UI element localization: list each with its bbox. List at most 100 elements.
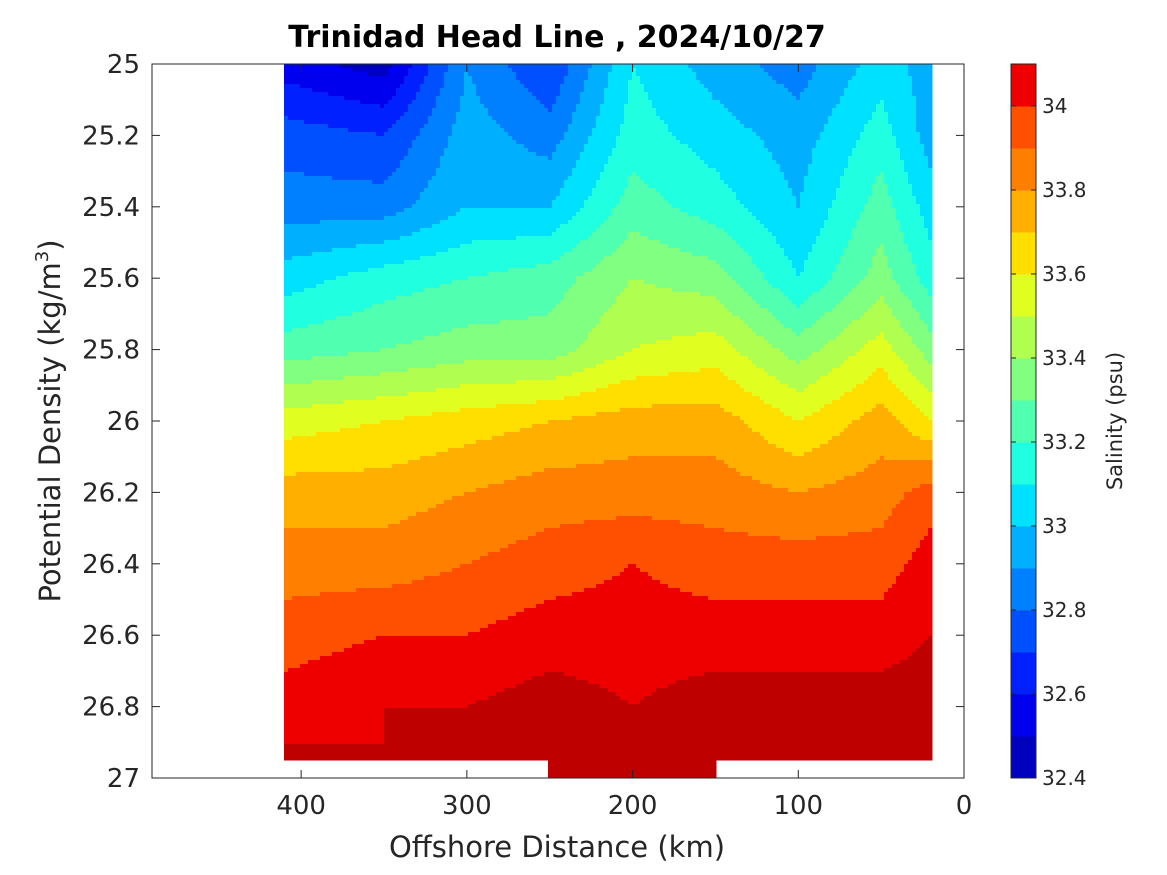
salinity-cell — [728, 92, 733, 97]
salinity-cell — [812, 136, 817, 141]
salinity-cell — [792, 124, 797, 129]
salinity-cell — [884, 164, 889, 169]
salinity-cell — [332, 100, 337, 105]
salinity-cell — [448, 96, 453, 101]
salinity-cell — [548, 116, 553, 121]
salinity-cell — [360, 148, 365, 153]
salinity-cell — [432, 148, 437, 153]
salinity-cell — [580, 76, 585, 81]
salinity-cell — [408, 180, 413, 185]
salinity-cell — [488, 64, 493, 69]
salinity-cell — [904, 140, 909, 145]
salinity-cell — [548, 72, 553, 77]
salinity-cell — [900, 92, 905, 97]
salinity-cell — [692, 72, 697, 77]
salinity-cell — [392, 156, 397, 161]
salinity-cell — [484, 96, 489, 101]
salinity-cell — [324, 68, 329, 73]
salinity-cell — [668, 100, 673, 105]
salinity-cell — [420, 120, 425, 125]
salinity-cell — [696, 92, 701, 97]
salinity-cell — [912, 132, 917, 137]
salinity-cell — [884, 124, 889, 129]
salinity-cell — [788, 152, 793, 157]
salinity-cell — [304, 116, 309, 121]
salinity-cell — [584, 128, 589, 133]
salinity-cell — [520, 120, 525, 125]
salinity-cell — [784, 92, 789, 97]
salinity-cell — [852, 116, 857, 121]
salinity-cell — [872, 112, 877, 117]
salinity-cell — [812, 120, 817, 125]
salinity-cell — [440, 172, 445, 177]
salinity-cell — [312, 180, 317, 185]
salinity-cell — [520, 144, 525, 149]
salinity-cell — [928, 68, 933, 73]
salinity-cell — [864, 68, 869, 73]
salinity-cell — [304, 108, 309, 113]
salinity-cell — [620, 100, 625, 105]
salinity-cell — [608, 96, 613, 101]
salinity-cell — [536, 140, 541, 145]
salinity-cell — [576, 76, 581, 81]
salinity-cell — [856, 120, 861, 125]
salinity-cell — [768, 152, 773, 157]
salinity-cell — [380, 180, 385, 185]
salinity-cell — [284, 140, 289, 145]
salinity-cell — [580, 140, 585, 145]
salinity-cell — [412, 164, 417, 169]
salinity-cell — [396, 84, 401, 89]
salinity-cell — [408, 112, 413, 117]
salinity-cell — [460, 104, 465, 109]
salinity-cell — [524, 80, 529, 85]
salinity-cell — [504, 68, 509, 73]
salinity-cell — [860, 104, 865, 109]
salinity-cell — [692, 124, 697, 129]
salinity-cell — [592, 84, 597, 89]
salinity-cell — [420, 128, 425, 133]
salinity-cell — [440, 160, 445, 165]
salinity-cell — [584, 168, 589, 173]
salinity-cell — [616, 116, 621, 121]
salinity-cell — [372, 140, 377, 145]
salinity-cell — [360, 68, 365, 73]
salinity-cell — [576, 72, 581, 77]
salinity-cell — [780, 112, 785, 117]
salinity-cell — [284, 124, 289, 129]
salinity-cell — [328, 152, 333, 157]
salinity-cell — [780, 172, 785, 177]
salinity-cell — [744, 64, 749, 69]
salinity-cell — [684, 64, 689, 69]
salinity-cell — [688, 140, 693, 145]
salinity-cell — [356, 120, 361, 125]
salinity-cell — [800, 184, 805, 189]
salinity-cell — [344, 68, 349, 73]
salinity-cell — [384, 132, 389, 137]
salinity-cell — [556, 64, 561, 69]
salinity-cell — [748, 152, 753, 157]
salinity-cell — [484, 124, 489, 129]
salinity-cell — [360, 176, 365, 181]
salinity-cell — [368, 72, 373, 77]
salinity-cell — [308, 184, 313, 189]
salinity-cell — [772, 176, 777, 181]
salinity-cell — [316, 136, 321, 141]
salinity-cell — [440, 148, 445, 153]
salinity-cell — [904, 112, 909, 117]
salinity-cell — [468, 88, 473, 93]
salinity-cell — [576, 176, 581, 181]
salinity-cell — [884, 100, 889, 105]
salinity-cell — [676, 104, 681, 109]
salinity-cell — [572, 64, 577, 69]
salinity-cell — [360, 80, 365, 85]
salinity-cell — [816, 132, 821, 137]
salinity-cell — [784, 176, 789, 181]
salinity-cell — [744, 100, 749, 105]
salinity-cell — [420, 112, 425, 117]
salinity-cell — [924, 76, 929, 81]
salinity-cell — [524, 120, 529, 125]
salinity-cell — [588, 128, 593, 133]
salinity-cell — [808, 104, 813, 109]
salinity-cell — [416, 108, 421, 113]
salinity-cell — [860, 92, 865, 97]
